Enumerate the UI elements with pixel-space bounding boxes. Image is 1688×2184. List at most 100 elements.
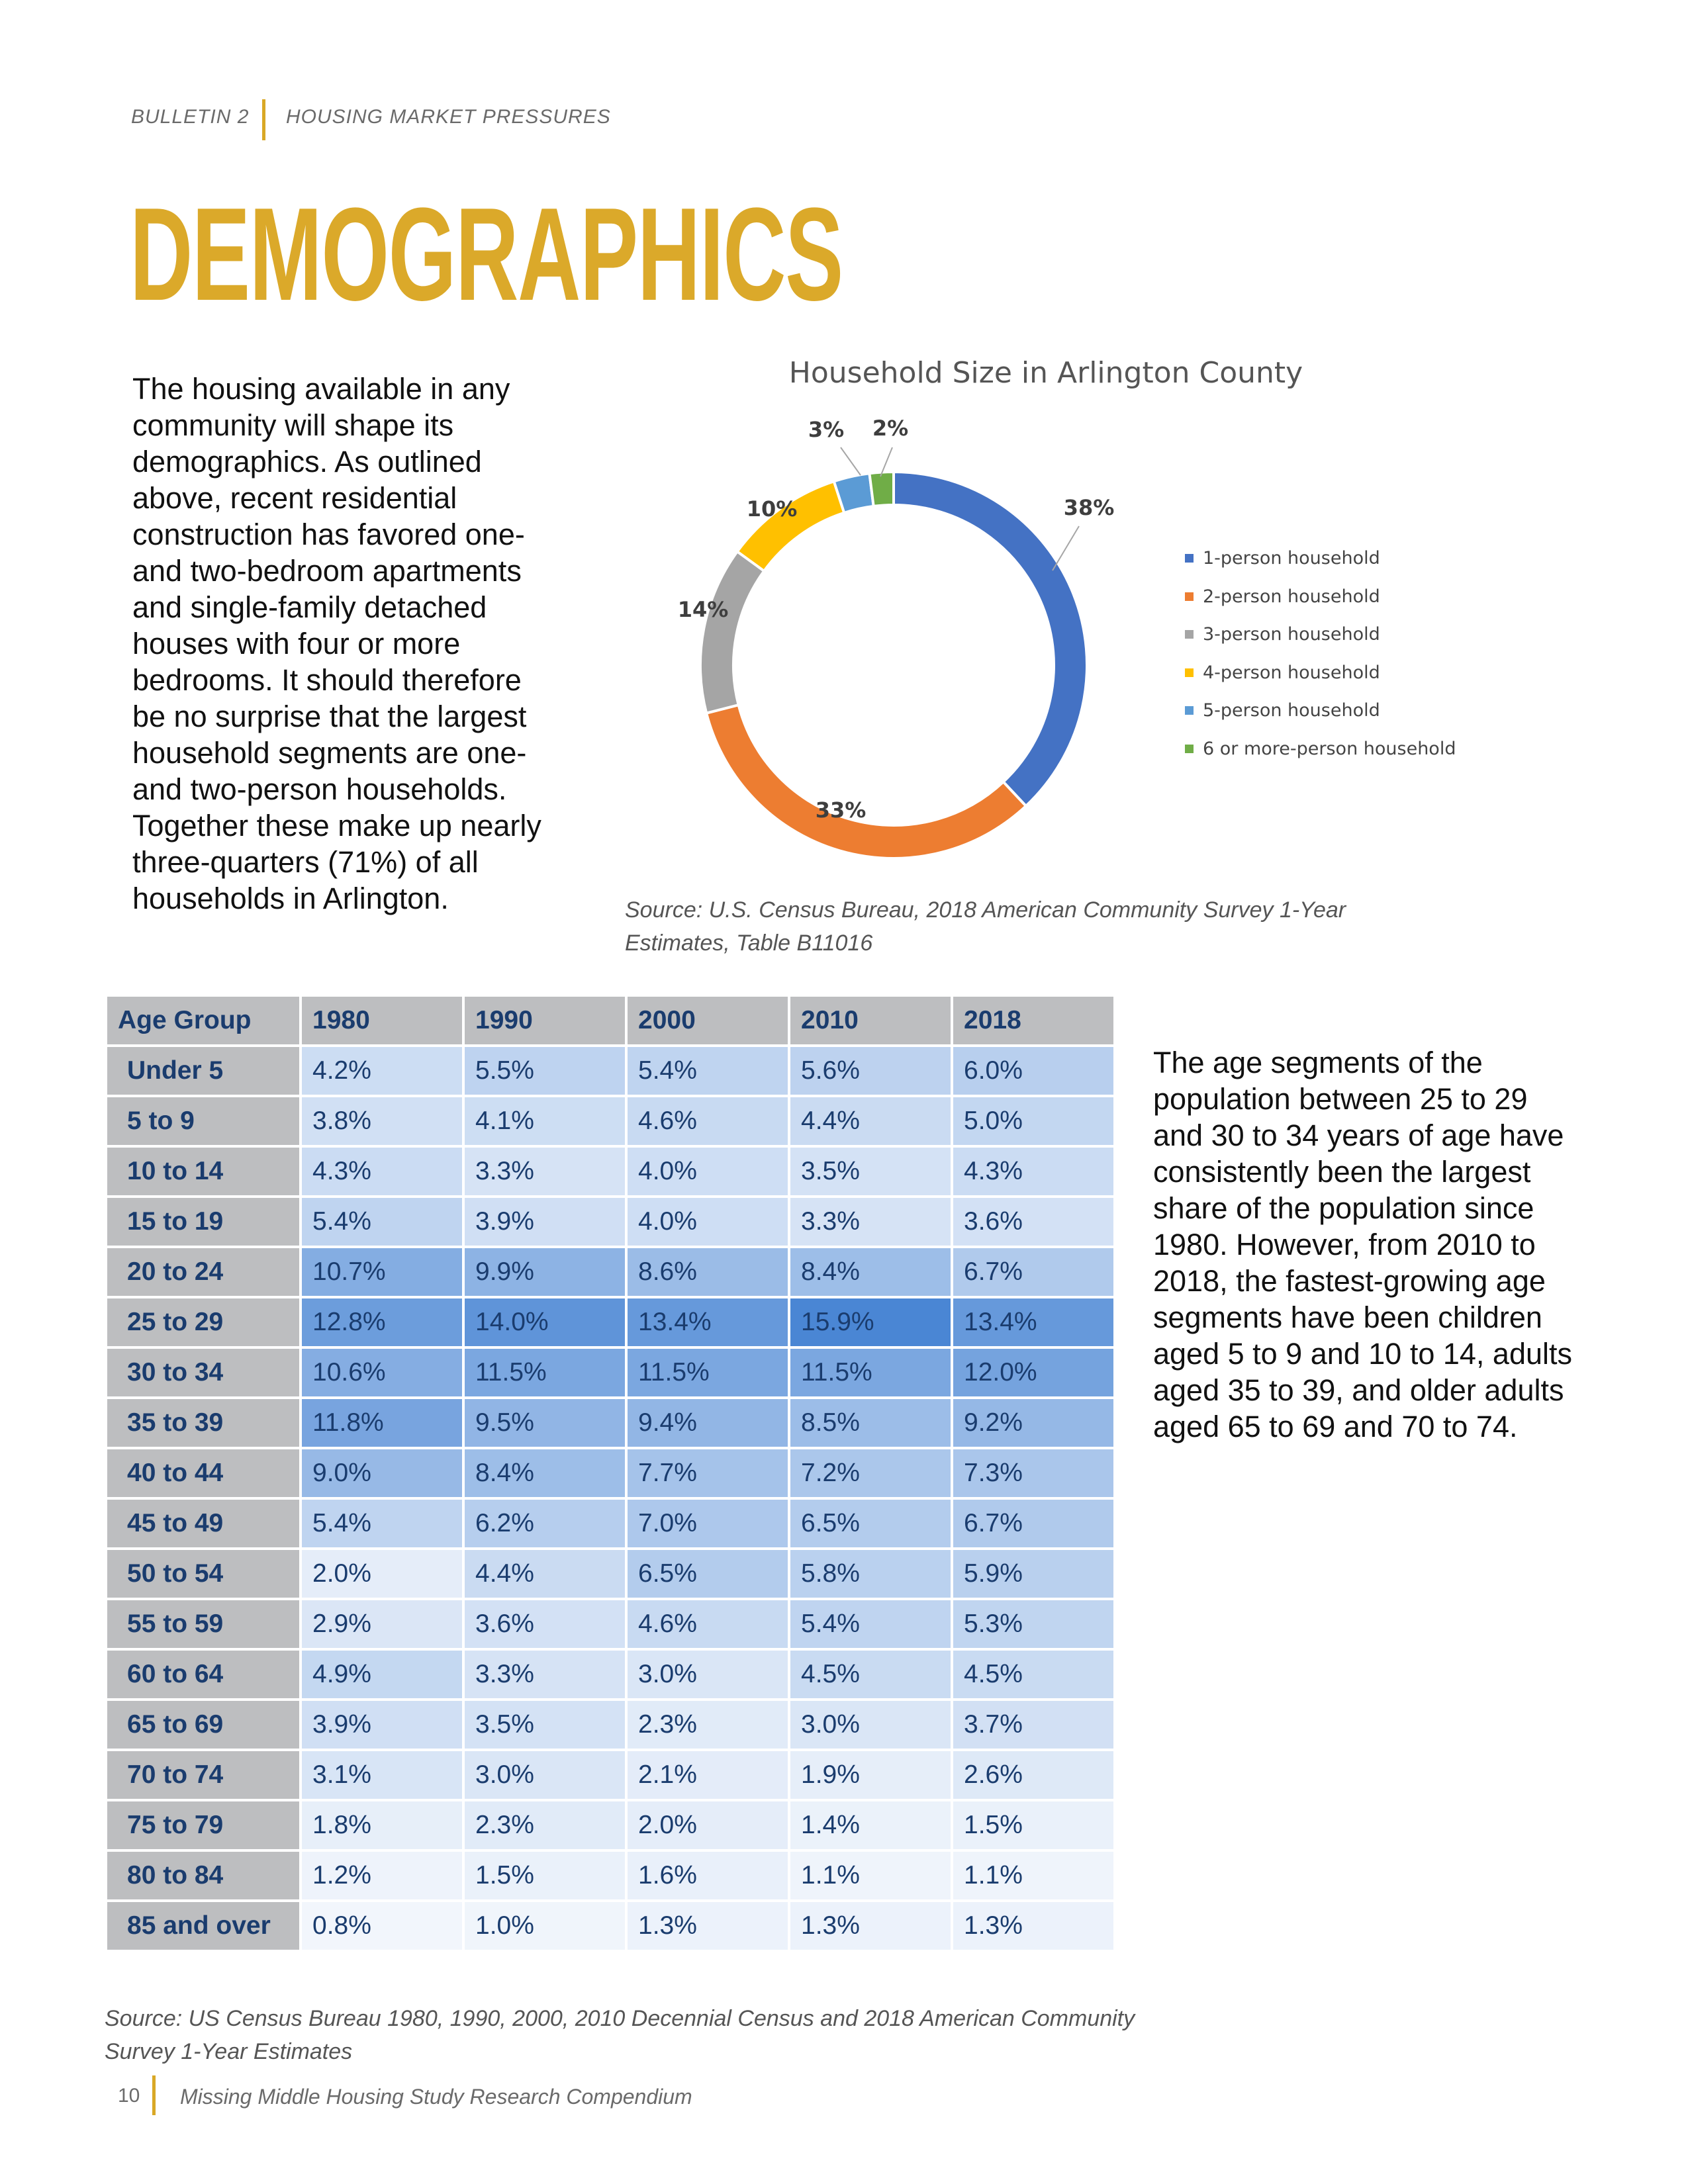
legend-swatch (1185, 554, 1194, 563)
section-topic: HOUSING MARKET PRESSURES (286, 106, 611, 128)
percent-cell: 8.4% (790, 1248, 951, 1296)
legend-item: 3-person household (1185, 615, 1456, 654)
percent-cell: 3.9% (465, 1198, 625, 1246)
percent-cell: 6.2% (465, 1500, 625, 1547)
legend-swatch (1185, 592, 1194, 601)
percent-cell: 10.7% (302, 1248, 462, 1296)
percent-cell: 7.0% (628, 1500, 788, 1547)
slice-label: 2% (872, 416, 908, 441)
legend-label: 3-person household (1203, 624, 1380, 645)
percent-cell: 5.4% (302, 1500, 462, 1547)
leader-line (880, 447, 893, 477)
legend-swatch (1185, 744, 1194, 753)
legend-item: 1-person household (1185, 539, 1456, 578)
slice-label: 3% (808, 417, 844, 442)
percent-cell: 1.3% (628, 1902, 788, 1950)
percent-cell: 9.9% (465, 1248, 625, 1296)
age-group-cell: 50 to 54 (107, 1550, 299, 1598)
legend-swatch (1185, 630, 1194, 639)
percent-cell: 7.2% (790, 1449, 951, 1497)
percent-cell: 2.3% (465, 1801, 625, 1849)
percent-cell: 6.7% (953, 1248, 1113, 1296)
table-row: 20 to 24 10.7% 9.9% 8.6% 8.4% 6.7% (107, 1248, 1113, 1296)
table-row: 50 to 54 2.0% 4.4% 6.5% 5.8% 5.9% (107, 1550, 1113, 1598)
percent-cell: 12.0% (953, 1349, 1113, 1396)
percent-cell: 4.4% (790, 1097, 951, 1145)
percent-cell: 11.5% (465, 1349, 625, 1396)
percent-cell: 5.4% (790, 1600, 951, 1648)
percent-cell: 3.5% (465, 1701, 625, 1749)
slice-label: 33% (816, 797, 867, 823)
age-group-cell: 65 to 69 (107, 1701, 299, 1749)
percent-cell: 3.9% (302, 1701, 462, 1749)
percent-cell: 3.6% (465, 1600, 625, 1648)
age-group-cell: 25 to 29 (107, 1298, 299, 1346)
percent-cell: 2.6% (953, 1751, 1113, 1799)
percent-cell: 13.4% (953, 1298, 1113, 1346)
footer-divider (152, 2075, 156, 2115)
percent-cell: 1.6% (628, 1852, 788, 1899)
age-segments-paragraph: The age segments of the population betwe… (1153, 1046, 1573, 1443)
age-group-cell: 70 to 74 (107, 1751, 299, 1799)
percent-cell: 4.5% (953, 1651, 1113, 1698)
age-group-cell: 35 to 39 (107, 1399, 299, 1447)
percent-cell: 4.0% (628, 1198, 788, 1246)
donut-slice-1 (892, 470, 1088, 808)
table-row: 25 to 29 12.8% 14.0% 13.4% 15.9% 13.4% (107, 1298, 1113, 1346)
percent-cell: 1.4% (790, 1801, 951, 1849)
percent-cell: 4.9% (302, 1651, 462, 1698)
donut-slice-4 (735, 479, 846, 573)
percent-cell: 2.9% (302, 1600, 462, 1648)
percent-cell: 4.3% (302, 1148, 462, 1195)
slice-label: 10% (747, 496, 798, 522)
percent-cell: 8.5% (790, 1399, 951, 1447)
percent-cell: 4.3% (953, 1148, 1113, 1195)
percent-cell: 2.1% (628, 1751, 788, 1799)
percent-cell: 5.5% (465, 1047, 625, 1095)
legend-item: 5-person household (1185, 692, 1456, 730)
percent-cell: 3.0% (628, 1651, 788, 1698)
legend-item: 4-person household (1185, 654, 1456, 692)
percent-cell: 3.6% (953, 1198, 1113, 1246)
table-row: 80 to 84 1.2% 1.5% 1.6% 1.1% 1.1% (107, 1852, 1113, 1899)
legend-swatch (1185, 668, 1194, 677)
percent-cell: 6.0% (953, 1047, 1113, 1095)
header-year: 1990 (465, 997, 625, 1044)
table-row: 35 to 39 11.8% 9.5% 9.4% 8.5% 9.2% (107, 1399, 1113, 1447)
chart-legend: 1-person household 2-person household 3-pe… (1185, 539, 1456, 768)
donut-slice-3 (699, 549, 767, 715)
legend-label: 4-person household (1203, 662, 1380, 683)
percent-cell: 1.2% (302, 1852, 462, 1899)
table-row: 45 to 49 5.4% 6.2% 7.0% 6.5% 6.7% (107, 1500, 1113, 1547)
intro-paragraph: The housing available in any community w… (132, 372, 541, 915)
percent-cell: 3.3% (465, 1651, 625, 1698)
percent-cell: 1.1% (953, 1852, 1113, 1899)
legend-item: 2-person household (1185, 578, 1456, 616)
table-row: 55 to 59 2.9% 3.6% 4.6% 5.4% 5.3% (107, 1600, 1113, 1648)
age-group-cell: 75 to 79 (107, 1801, 299, 1849)
percent-cell: 1.3% (790, 1902, 951, 1950)
percent-cell: 1.8% (302, 1801, 462, 1849)
percent-cell: 4.6% (628, 1097, 788, 1145)
percent-cell: 9.5% (465, 1399, 625, 1447)
percent-cell: 0.8% (302, 1902, 462, 1950)
percent-cell: 9.2% (953, 1399, 1113, 1447)
table-row: Under 5 4.2% 5.5% 5.4% 5.6% 6.0% (107, 1047, 1113, 1095)
percent-cell: 2.0% (628, 1801, 788, 1849)
percent-cell: 3.3% (790, 1198, 951, 1246)
chart-source-note: Source: U.S. Census Bureau, 2018 America… (625, 897, 1346, 956)
slice-label: 38% (1064, 495, 1115, 520)
legend-label: 1-person household (1203, 548, 1380, 569)
percent-cell: 5.0% (953, 1097, 1113, 1145)
percent-cell: 1.0% (465, 1902, 625, 1950)
table-source-note: Source: US Census Bureau 1980, 1990, 200… (105, 2006, 1135, 2064)
age-group-cell: 85 and over (107, 1902, 299, 1950)
page-number: 10 (118, 2085, 140, 2107)
percent-cell: 11.8% (302, 1399, 462, 1447)
page-title: DEMOGRAPHICS (130, 181, 843, 328)
legend-label: 2-person household (1203, 586, 1380, 607)
percent-cell: 12.8% (302, 1298, 462, 1346)
percent-cell: 5.4% (628, 1047, 788, 1095)
percent-cell: 4.1% (465, 1097, 625, 1145)
percent-cell: 3.8% (302, 1097, 462, 1145)
